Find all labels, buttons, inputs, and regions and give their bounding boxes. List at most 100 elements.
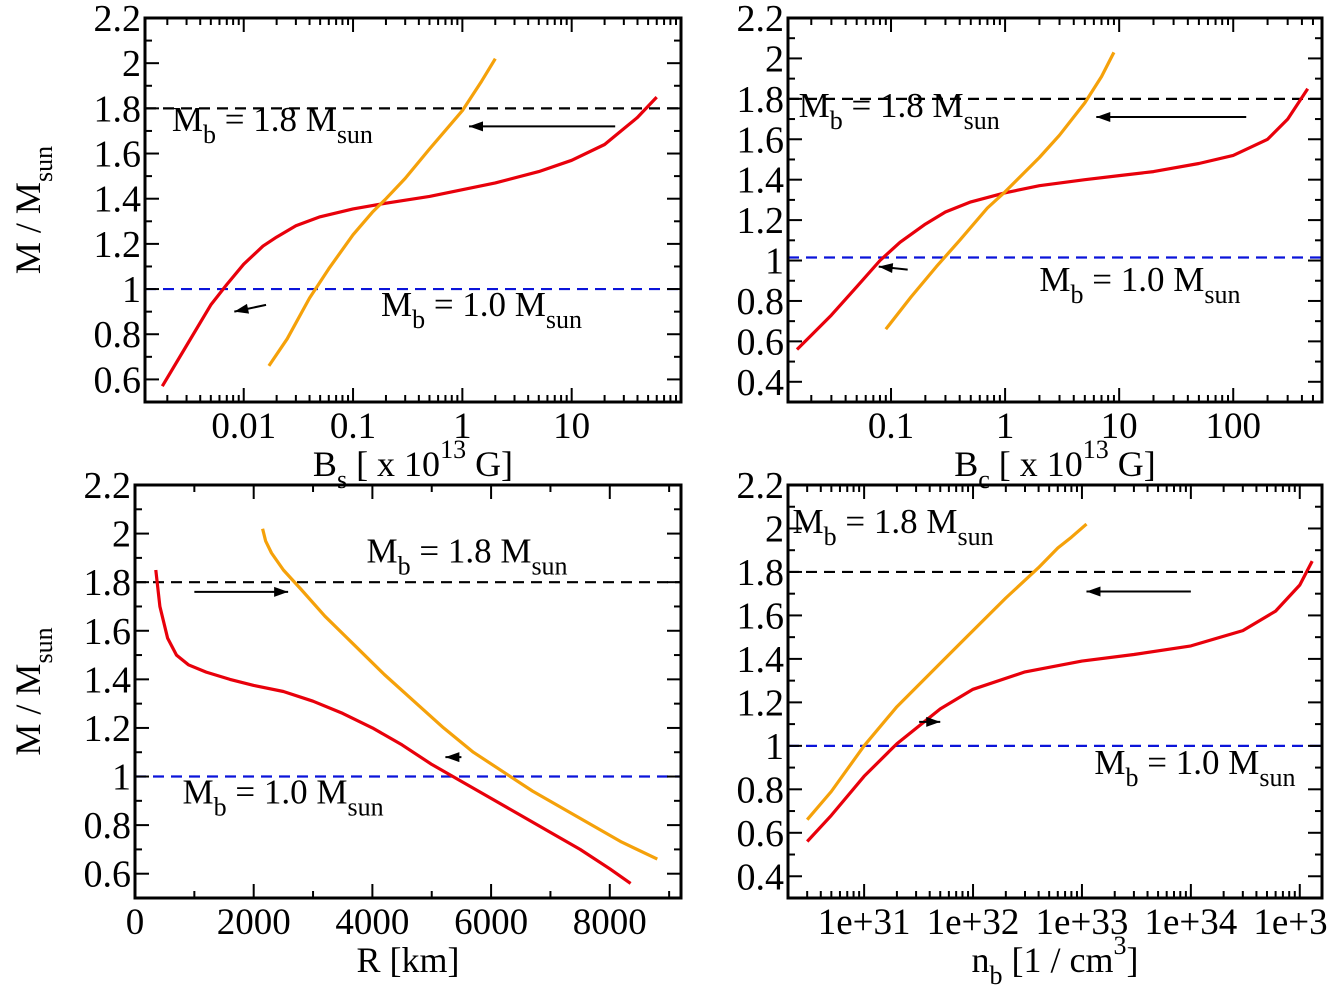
x-tick-label: 6000: [454, 902, 528, 943]
x-axis-title-part: G]: [466, 444, 513, 484]
annotation-label-part: M: [1039, 260, 1070, 299]
x-tick-label: 1: [453, 406, 472, 447]
annotation-label-part: sun: [531, 552, 567, 581]
x-tick-label: 1e+34: [1144, 902, 1237, 943]
x-tick-label: 8000: [573, 902, 647, 943]
x-tick-label: 1e+33: [1036, 902, 1129, 943]
x-tick-label: 4000: [335, 902, 409, 943]
x-axis-title-part: B: [313, 444, 337, 484]
x-tick-label: 0.1: [868, 406, 914, 447]
x-axis-title-part: s: [337, 465, 347, 494]
y-axis-title-part: sun: [29, 146, 58, 182]
y-tick-label: 1.2: [737, 200, 785, 242]
y-tick-label: 2: [765, 508, 784, 550]
x-tick-label: 10: [553, 406, 590, 447]
arrow-head: [445, 752, 460, 763]
y-tick-label: 1.8: [94, 88, 142, 130]
x-axis-title-part: [1 / cm: [1003, 940, 1114, 980]
annotation-label-part: M: [381, 285, 412, 324]
x-axis-title-part: B: [954, 444, 978, 484]
x-axis-title-part: n: [972, 940, 990, 980]
arrow-head: [274, 586, 289, 597]
x-axis-title-part: [ x 10: [347, 444, 440, 484]
annotation-label-part: = 1.0 M: [1138, 743, 1259, 782]
plot-frame: [133, 483, 683, 900]
annotation-label-part: = 1.0 M: [425, 285, 546, 324]
y-tick-label: 0.6: [94, 359, 142, 401]
series-orange-curve: [261, 528, 658, 861]
y-tick-label: 1.8: [84, 562, 132, 604]
y-tick-label: 1.4: [737, 160, 785, 202]
y-tick-label: 1.4: [84, 659, 132, 701]
annotation-label-part: M: [1094, 743, 1125, 782]
annotation-label: Mb = 1.0 Msun: [381, 285, 582, 334]
annotation-label-part: = 1.8 M: [216, 100, 337, 139]
annotation-label-part: sun: [546, 305, 582, 334]
y-tick-label: 1.4: [94, 179, 142, 221]
y-tick-label: 1.2: [84, 708, 132, 750]
y-tick-label: 2.2: [94, 0, 142, 40]
y-tick-label: 1.2: [737, 682, 785, 724]
x-tick-label: 1e+32: [927, 902, 1020, 943]
x-tick-label: 2000: [217, 902, 291, 943]
annotation-label-part: b: [830, 106, 843, 135]
y-tick-label: 2.2: [737, 0, 785, 40]
annotation-label-part: b: [203, 120, 216, 149]
y-tick-label: 0.8: [94, 314, 142, 356]
annotation-label-part: sun: [957, 522, 993, 551]
annotation-label-part: sun: [337, 120, 373, 149]
x-tick-label: 0.1: [330, 406, 376, 447]
y-axis-title-part: M / M: [8, 664, 48, 756]
y-tick-label: 1: [765, 726, 784, 768]
annotation-label: Mb = 1.0 Msun: [1094, 743, 1295, 792]
annotation-label-part: M: [182, 772, 213, 811]
y-tick-label: 0.4: [737, 362, 785, 404]
y-axis-title-part: M / M: [8, 182, 48, 274]
annotation-label-part: = 1.8 M: [411, 532, 532, 571]
y-tick-label: 2.2: [737, 465, 785, 507]
series-red-curve: [160, 96, 658, 388]
y-axis-title: M / Msun: [8, 146, 58, 274]
series-red-curve: [154, 569, 632, 885]
annotation-label-part: = 1.0 M: [1084, 260, 1205, 299]
x-axis-title-part: ]: [1126, 940, 1138, 980]
y-tick-label: 1.4: [737, 639, 785, 681]
y-tick-label: 1.6: [737, 119, 785, 161]
x-tick-label: 0.01: [211, 406, 276, 447]
plot-frame: [143, 16, 683, 404]
annotation-label: Mb = 1.0 Msun: [1039, 260, 1240, 309]
annotation-label-part: = 1.0 M: [227, 772, 348, 811]
y-tick-label: 1.6: [84, 611, 132, 653]
annotation-label-part: b: [412, 305, 425, 334]
series-red-curve: [806, 560, 1314, 843]
x-axis-title: nb [1 / cm3]: [972, 931, 1139, 990]
series-orange-curve: [267, 57, 497, 367]
x-axis-title-part: 13: [440, 435, 466, 464]
panel-bottom-left: 0.6 0.8 1 1.2 1.4 1.6 1.8 2 2.2 0 2000 4000 6000 8000…: [8, 465, 683, 980]
y-tick-label: 0.4: [737, 856, 785, 898]
annotation-label: Mb = 1.8 Msun: [799, 86, 1000, 135]
x-tick-label: 10: [1101, 406, 1138, 447]
annotation-label-part: b: [1125, 763, 1138, 792]
y-tick-label: 2: [765, 38, 784, 80]
annotation-label-part: b: [398, 552, 411, 581]
x-axis-title-part: 13: [1083, 435, 1109, 464]
annotation-label-part: M: [793, 502, 824, 541]
y-axis-title-part: sun: [29, 627, 58, 663]
y-tick-label: 1: [765, 241, 784, 283]
annotation-label-part: sun: [347, 792, 383, 821]
annotation-label-part: b: [214, 792, 227, 821]
y-tick-label: 0.8: [737, 281, 785, 323]
y-tick-label: 2.2: [84, 465, 132, 507]
y-tick-label: 0.8: [737, 769, 785, 811]
annotation-label-part: sun: [1204, 280, 1240, 309]
y-tick-label: 1.8: [737, 79, 785, 121]
series-red-curve: [795, 87, 1310, 351]
series-orange-curve: [884, 51, 1116, 331]
annotation-label-part: b: [1071, 280, 1084, 309]
annotation-label-part: sun: [1259, 763, 1295, 792]
plot-frame: [786, 16, 1324, 404]
annotation-label: Mb = 1.0 Msun: [182, 772, 383, 821]
